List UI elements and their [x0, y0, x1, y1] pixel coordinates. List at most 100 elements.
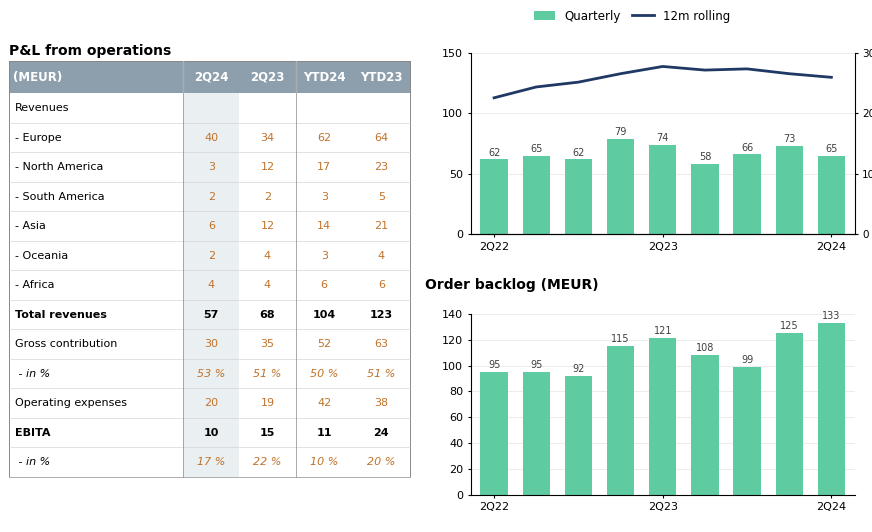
Text: 64: 64	[374, 132, 388, 143]
Text: 65: 65	[530, 144, 542, 154]
Text: 2Q24: 2Q24	[194, 71, 228, 84]
Text: 20: 20	[204, 398, 218, 408]
Text: 4: 4	[264, 251, 271, 261]
Text: 2: 2	[208, 192, 215, 202]
Bar	[183, 241, 239, 270]
Text: 62: 62	[487, 147, 501, 157]
Text: 3: 3	[321, 251, 328, 261]
Text: Gross contribution: Gross contribution	[15, 339, 117, 349]
Text: 99: 99	[741, 355, 753, 365]
Text: 66: 66	[741, 143, 753, 153]
Bar	[9, 61, 410, 477]
Text: 15: 15	[260, 428, 276, 438]
Text: (MEUR): (MEUR)	[13, 71, 62, 84]
Text: 115: 115	[611, 334, 630, 344]
Text: YTD24: YTD24	[303, 71, 345, 84]
Text: - Oceania: - Oceania	[15, 251, 68, 261]
Text: 17 %: 17 %	[197, 457, 226, 467]
Bar	[818, 323, 845, 495]
Bar	[9, 359, 410, 388]
Text: 38: 38	[374, 398, 388, 408]
Text: 125: 125	[780, 321, 799, 331]
Text: 68: 68	[260, 310, 276, 320]
Text: 23: 23	[374, 162, 388, 172]
Bar	[522, 156, 550, 234]
Text: 5: 5	[378, 192, 385, 202]
Text: 58: 58	[698, 152, 711, 162]
Text: 57: 57	[203, 310, 219, 320]
Text: 10 %: 10 %	[310, 457, 338, 467]
Text: 21: 21	[374, 221, 388, 231]
Bar	[480, 159, 508, 234]
Text: - South America: - South America	[15, 192, 105, 202]
Bar	[183, 447, 239, 477]
Bar	[9, 211, 410, 241]
Text: P&L from operations: P&L from operations	[9, 44, 171, 59]
Text: 2Q23: 2Q23	[250, 71, 284, 84]
Text: - in %: - in %	[15, 369, 50, 379]
Bar	[775, 333, 803, 495]
Text: 95: 95	[530, 360, 542, 370]
Text: 6: 6	[208, 221, 215, 231]
Text: 12: 12	[261, 221, 275, 231]
Text: 30: 30	[204, 339, 218, 349]
Text: 51 %: 51 %	[253, 369, 282, 379]
Text: 95: 95	[487, 360, 501, 370]
Text: 123: 123	[370, 310, 393, 320]
Bar	[9, 61, 410, 94]
Text: 24: 24	[373, 428, 389, 438]
Bar	[183, 418, 239, 447]
Text: 62: 62	[317, 132, 331, 143]
Bar	[9, 94, 410, 123]
Bar	[733, 367, 760, 495]
Text: 63: 63	[374, 339, 388, 349]
Text: 17: 17	[317, 162, 331, 172]
Bar	[183, 300, 239, 329]
Bar	[775, 146, 803, 234]
Bar	[183, 359, 239, 388]
Text: - Africa: - Africa	[15, 280, 54, 290]
Bar	[183, 329, 239, 359]
Text: 79: 79	[615, 127, 627, 137]
Text: 62: 62	[572, 147, 584, 157]
Text: 3: 3	[208, 162, 215, 172]
Text: 121: 121	[653, 327, 672, 337]
Text: Total revenues: Total revenues	[15, 310, 106, 320]
Text: 65: 65	[825, 144, 838, 154]
Text: 3: 3	[321, 192, 328, 202]
Text: 108: 108	[696, 343, 714, 353]
Bar	[565, 376, 592, 495]
Text: 2: 2	[208, 251, 215, 261]
Bar	[649, 145, 677, 234]
Bar	[9, 270, 410, 300]
Text: 53 %: 53 %	[197, 369, 226, 379]
Text: EBITA: EBITA	[15, 428, 51, 438]
Bar	[522, 372, 550, 495]
Bar	[183, 123, 239, 152]
Bar	[9, 300, 410, 329]
Bar	[9, 241, 410, 270]
Bar	[691, 355, 719, 495]
Text: 2: 2	[264, 192, 271, 202]
Text: 6: 6	[378, 280, 385, 290]
Text: 50 %: 50 %	[310, 369, 338, 379]
Bar	[183, 152, 239, 182]
Bar	[9, 388, 410, 418]
Bar	[691, 164, 719, 234]
Text: 4: 4	[208, 280, 215, 290]
Bar	[183, 388, 239, 418]
Text: - in %: - in %	[15, 457, 50, 467]
Bar	[9, 61, 410, 94]
Text: - Asia: - Asia	[15, 221, 45, 231]
Text: Revenues: Revenues	[15, 103, 69, 113]
Text: 92: 92	[572, 364, 584, 374]
Text: 19: 19	[261, 398, 275, 408]
Bar	[9, 418, 410, 447]
Text: 104: 104	[312, 310, 336, 320]
Text: 11: 11	[317, 428, 332, 438]
Bar	[9, 447, 410, 477]
Bar	[183, 182, 239, 211]
Bar	[183, 270, 239, 300]
Text: 10: 10	[203, 428, 219, 438]
Text: 6: 6	[321, 280, 328, 290]
